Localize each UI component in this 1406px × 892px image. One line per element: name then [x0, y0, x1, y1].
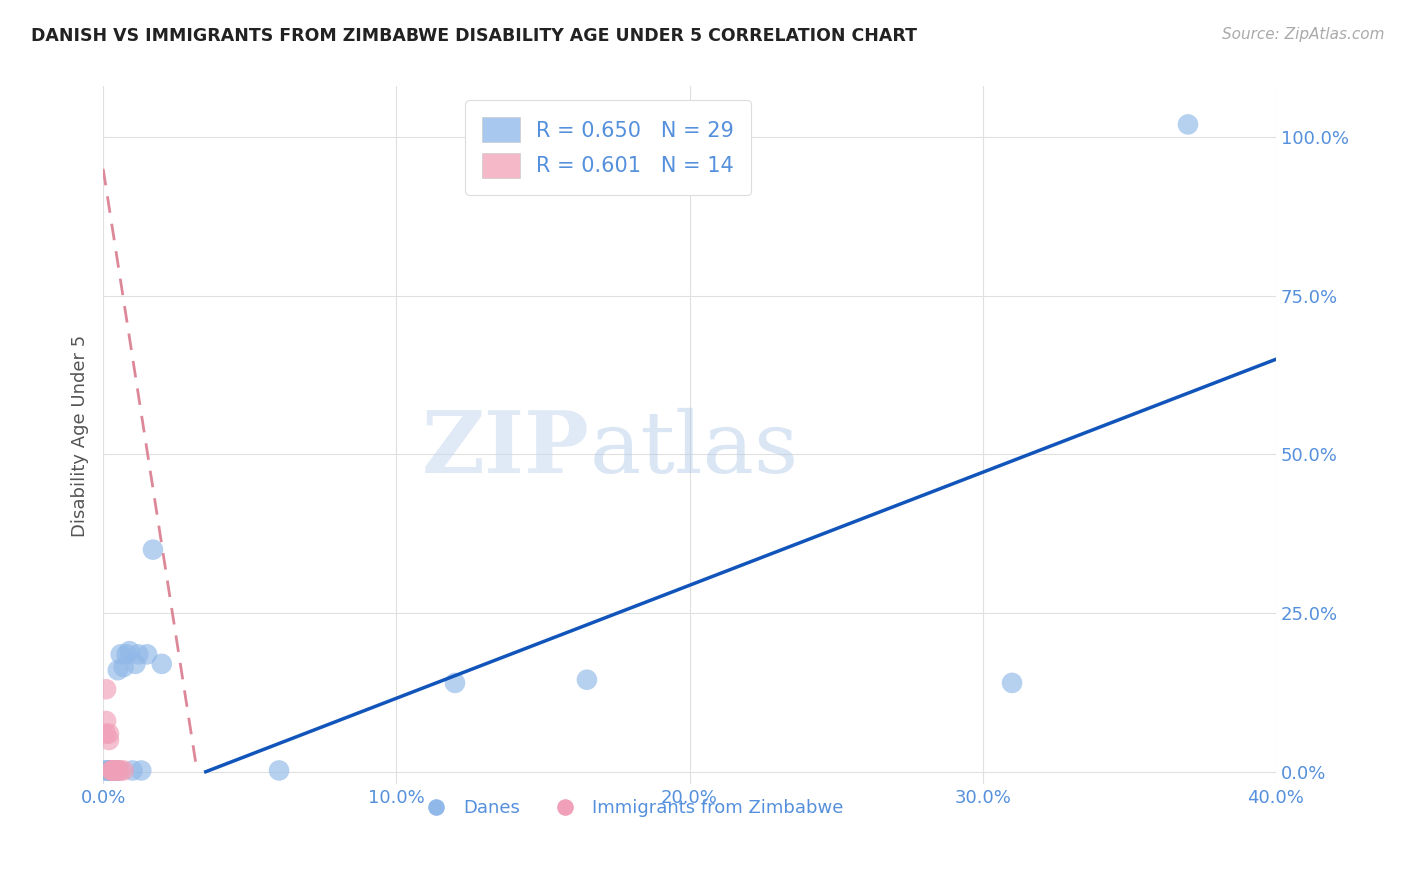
Point — [107, 764, 129, 778]
Point — [104, 764, 127, 778]
Point — [107, 764, 129, 778]
Point — [110, 764, 132, 778]
Point — [136, 648, 159, 662]
Point — [1177, 118, 1199, 132]
Y-axis label: Disability Age Under 5: Disability Age Under 5 — [72, 334, 89, 536]
Text: ZIP: ZIP — [422, 408, 591, 491]
Point — [129, 764, 152, 778]
Point — [110, 648, 132, 662]
Point — [98, 764, 121, 778]
Point — [101, 764, 124, 778]
Point — [1001, 676, 1024, 690]
Point — [94, 726, 117, 740]
Point — [98, 726, 121, 740]
Point — [98, 764, 121, 778]
Point — [101, 764, 124, 778]
Point — [101, 764, 124, 778]
Point — [101, 764, 124, 778]
Text: atlas: atlas — [591, 408, 799, 491]
Point — [107, 764, 129, 778]
Point — [98, 733, 121, 747]
Point — [575, 673, 598, 687]
Point — [118, 644, 141, 658]
Point — [142, 542, 165, 557]
Text: DANISH VS IMMIGRANTS FROM ZIMBABWE DISABILITY AGE UNDER 5 CORRELATION CHART: DANISH VS IMMIGRANTS FROM ZIMBABWE DISAB… — [31, 27, 917, 45]
Point — [112, 660, 135, 674]
Point — [94, 764, 117, 778]
Point — [107, 764, 129, 778]
Legend: Danes, Immigrants from Zimbabwe: Danes, Immigrants from Zimbabwe — [411, 792, 851, 824]
Point — [98, 764, 121, 778]
Point — [101, 764, 124, 778]
Point — [124, 657, 146, 671]
Point — [115, 648, 138, 662]
Point — [127, 648, 149, 662]
Point — [94, 764, 117, 778]
Point — [267, 764, 290, 778]
Point — [101, 764, 124, 778]
Point — [104, 764, 127, 778]
Point — [107, 663, 129, 677]
Point — [94, 682, 117, 697]
Point — [104, 764, 127, 778]
Point — [112, 764, 135, 778]
Text: Source: ZipAtlas.com: Source: ZipAtlas.com — [1222, 27, 1385, 42]
Point — [104, 764, 127, 778]
Point — [121, 764, 143, 778]
Point — [150, 657, 173, 671]
Point — [94, 714, 117, 728]
Point — [444, 676, 467, 690]
